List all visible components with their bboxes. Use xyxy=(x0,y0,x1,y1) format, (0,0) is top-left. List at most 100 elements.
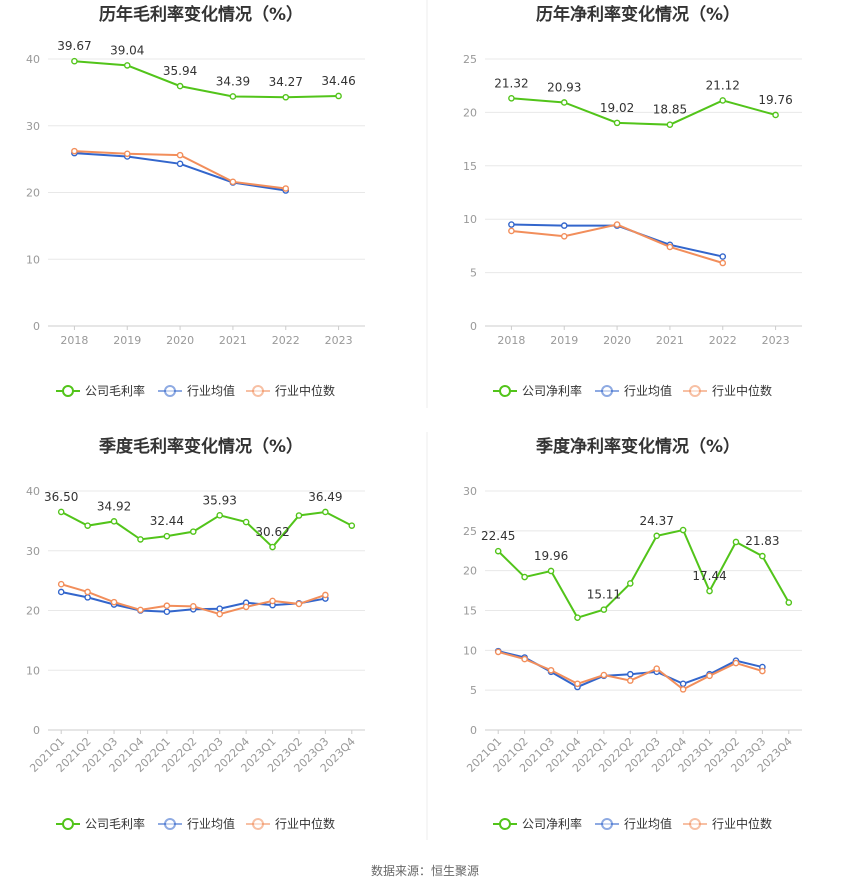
data-label: 24.37 xyxy=(640,514,674,528)
data-point xyxy=(759,667,766,675)
data-label: 17.44 xyxy=(692,569,726,583)
legend-swatch-marker xyxy=(62,818,74,830)
data-point xyxy=(679,686,687,693)
y-tick-label: 15 xyxy=(463,605,477,618)
x-tick-label: 2023 xyxy=(762,334,790,347)
x-tick-label: 2021 xyxy=(219,334,247,347)
legend-swatch-marker xyxy=(689,818,701,830)
x-tick-label: 2022 xyxy=(272,334,300,347)
data-label: 19.76 xyxy=(758,93,792,107)
data-point xyxy=(706,587,713,595)
y-tick-label: 10 xyxy=(463,644,477,657)
data-label: 19.96 xyxy=(534,549,568,563)
data-point xyxy=(335,92,342,100)
data-point xyxy=(521,573,528,581)
data-point xyxy=(679,680,687,688)
data-point xyxy=(574,614,581,621)
data-point xyxy=(560,232,568,240)
y-tick-label: 25 xyxy=(463,525,477,538)
y-tick-label: 0 xyxy=(470,320,477,333)
data-label: 22.45 xyxy=(481,529,515,543)
data-point xyxy=(216,512,224,519)
x-tick-label: 2018 xyxy=(497,334,525,347)
y-tick-label: 0 xyxy=(33,724,40,737)
legend-label: 公司净利率 xyxy=(522,383,582,398)
y-tick-label: 5 xyxy=(470,684,477,697)
legend-label: 行业中位数 xyxy=(712,383,772,398)
data-point xyxy=(666,243,674,251)
data-point xyxy=(71,57,78,65)
legend: 公司净利率 行业均值 行业中位数 xyxy=(493,383,772,398)
legend-swatch-marker xyxy=(252,818,264,830)
legend-label: 行业均值 xyxy=(624,383,672,398)
data-point xyxy=(242,603,250,611)
data-label: 19.02 xyxy=(600,101,634,115)
y-tick-label: 10 xyxy=(26,664,40,677)
legend-label: 行业均值 xyxy=(187,816,235,831)
legend-label: 行业均值 xyxy=(187,383,235,398)
y-tick-label: 30 xyxy=(26,120,40,133)
data-point xyxy=(216,610,224,618)
x-tick-label: 2019 xyxy=(550,334,578,347)
y-tick-label: 20 xyxy=(463,565,477,578)
chart-title: 季度毛利率变化情况（%） xyxy=(99,436,303,457)
data-point xyxy=(110,598,118,606)
data-label: 34.27 xyxy=(269,75,303,89)
data-point xyxy=(719,253,727,260)
data-point xyxy=(508,221,515,228)
data-point xyxy=(269,543,276,551)
data-source-note: 数据来源：恒生聚源 xyxy=(370,864,479,878)
data-point xyxy=(176,160,184,168)
data-point xyxy=(216,605,224,613)
chart-panel-4: 季度净利率变化情况（%）0510152025302021Q12021Q22021… xyxy=(463,436,802,831)
data-point xyxy=(176,151,184,159)
data-point xyxy=(719,259,727,267)
y-tick-label: 25 xyxy=(463,53,477,66)
y-tick-label: 40 xyxy=(26,53,40,66)
y-tick-label: 20 xyxy=(26,605,40,618)
data-label: 32.44 xyxy=(150,514,184,528)
data-point xyxy=(759,552,766,560)
chart-title: 历年毛利率变化情况（%） xyxy=(99,4,303,25)
series-line-2 xyxy=(511,223,723,258)
y-tick-label: 20 xyxy=(26,187,40,200)
x-tick-label: 2022 xyxy=(709,334,737,347)
data-point xyxy=(269,597,276,605)
legend: 公司毛利率 行业均值 行业中位数 xyxy=(56,816,335,831)
y-tick-label: 15 xyxy=(463,160,477,173)
y-tick-label: 20 xyxy=(463,106,477,119)
data-label: 18.85 xyxy=(653,103,687,117)
chart-panel-1: 历年毛利率变化情况（%） 0 10 20 30 40 2018 2019 2020 2021 202… xyxy=(26,4,365,398)
data-point xyxy=(547,567,555,575)
x-tick-label: 2021 xyxy=(656,334,684,347)
legend-swatch-marker xyxy=(164,818,176,830)
data-point xyxy=(666,121,674,128)
data-label: 15.11 xyxy=(587,588,621,602)
y-tick-label: 10 xyxy=(26,253,40,266)
chart-panel-3: 季度毛利率变化情况（%）0102030402021Q12021Q22021Q32… xyxy=(26,436,365,831)
data-label: 39.67 xyxy=(57,39,91,53)
data-point xyxy=(706,672,713,680)
data-point xyxy=(547,666,555,674)
series-line-3 xyxy=(511,223,724,264)
x-tick-label: 2018 xyxy=(60,334,88,347)
legend-swatch-marker xyxy=(689,385,701,397)
legend-swatch-marker xyxy=(601,385,613,397)
data-point xyxy=(282,185,290,192)
legend-label: 行业中位数 xyxy=(275,383,335,398)
data-point xyxy=(508,227,515,235)
data-point xyxy=(137,536,144,543)
data-point xyxy=(653,665,661,672)
data-point xyxy=(508,95,515,102)
data-label: 36.49 xyxy=(308,490,342,504)
y-tick-label: 10 xyxy=(463,213,477,226)
data-point xyxy=(123,62,131,69)
data-point xyxy=(242,518,250,526)
data-point xyxy=(189,528,197,535)
legend-swatch-marker xyxy=(601,818,613,830)
data-point xyxy=(137,606,144,614)
series-line-1 xyxy=(511,97,776,126)
data-point xyxy=(653,532,661,540)
data-point xyxy=(626,580,634,587)
